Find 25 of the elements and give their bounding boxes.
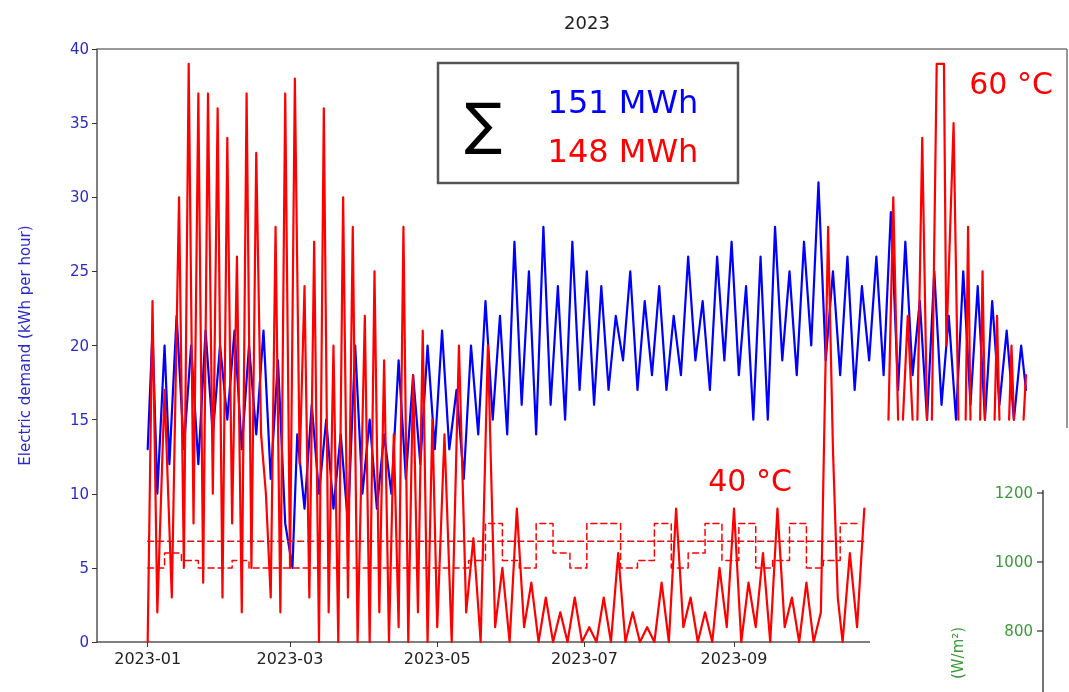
x-tick-label: 2023-05: [403, 648, 471, 668]
y-tick-label: 25: [69, 262, 89, 281]
x-tick-label: 2023-03: [256, 648, 324, 668]
text: (W/m²): [949, 626, 967, 680]
annotation: 148 MWh: [547, 132, 699, 170]
annotation: 60 °C: [969, 65, 1053, 101]
y-tick-label: 0: [79, 633, 89, 651]
x-tick-label: 2023-09: [700, 648, 768, 668]
annotation: 1000: [994, 553, 1033, 571]
annotation: 800: [1004, 622, 1033, 640]
annotation: 151 MWh: [547, 83, 699, 121]
y-tick-label: 30: [69, 188, 89, 207]
y-tick-label: 20: [69, 336, 89, 355]
y-axis-title: Electric demand (kWh per hour): [15, 225, 34, 466]
y-tick-label: 15: [69, 410, 89, 429]
x-tick-label: 2023-01: [114, 648, 182, 668]
chart-title: 2023: [564, 11, 610, 33]
annotation: 40 °C: [708, 462, 792, 498]
y-tick-label: 40: [69, 40, 89, 58]
y-tick-label: 10: [69, 484, 89, 503]
y-tick-label: 5: [79, 558, 89, 577]
y-tick-label: 35: [69, 114, 89, 133]
x-tick-label: 2023-07: [550, 648, 618, 668]
annotation: 1200: [994, 484, 1033, 502]
annotation: ∑: [464, 90, 502, 156]
